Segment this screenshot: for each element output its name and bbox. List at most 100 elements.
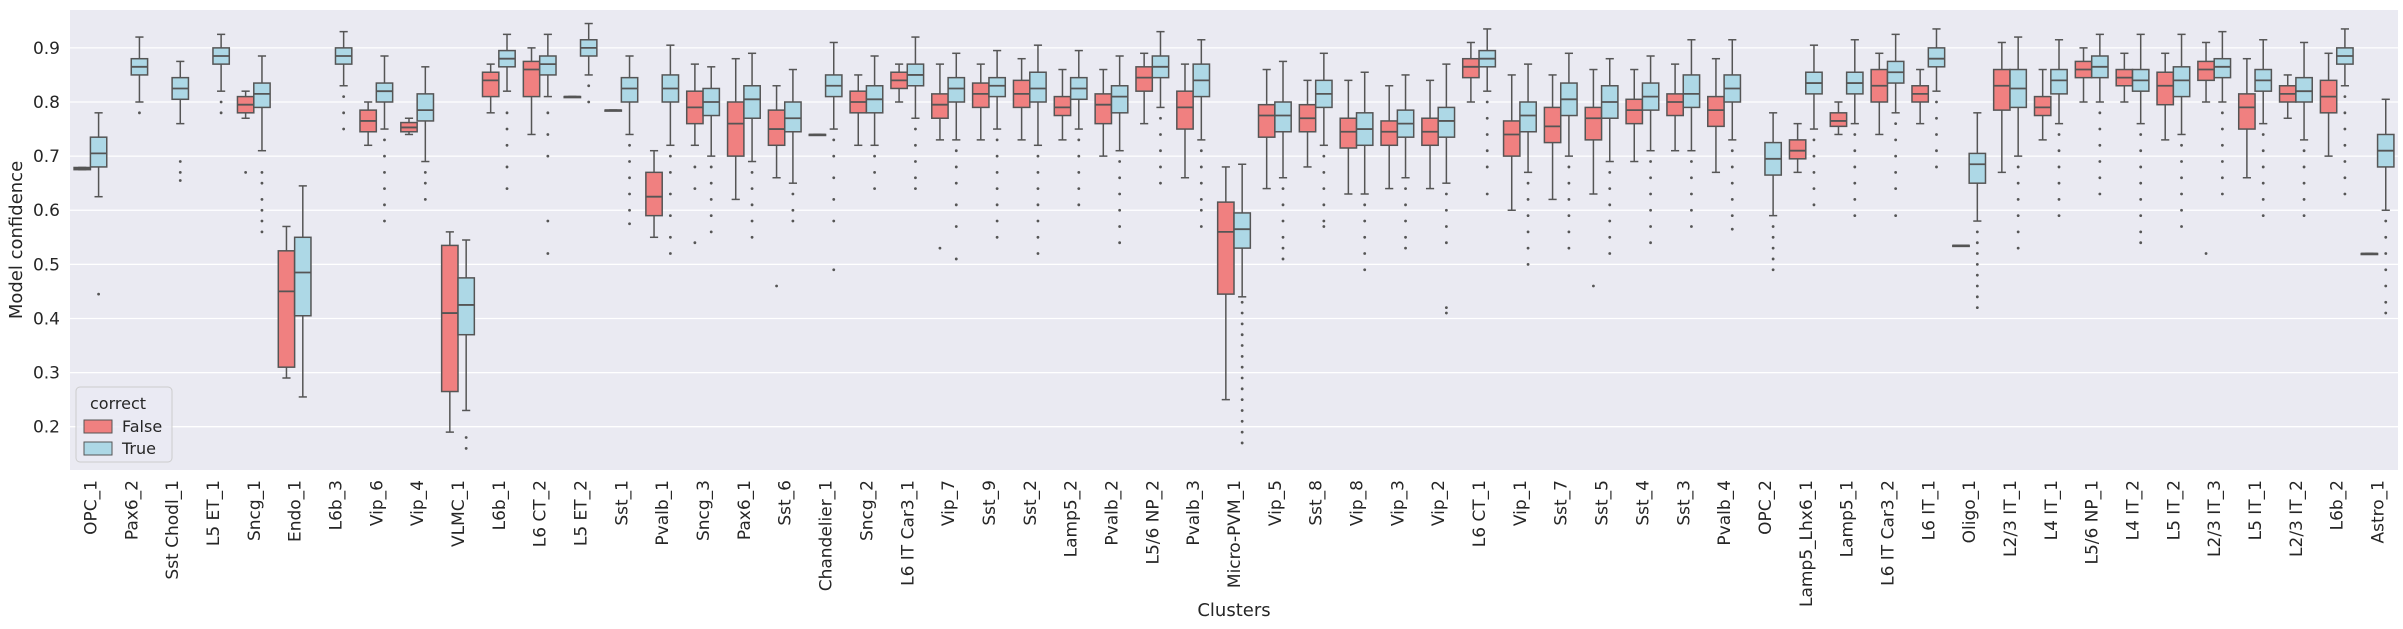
x-tick-label: L5/6 NP_1 [2083, 480, 2103, 565]
outlier-point [2204, 252, 2208, 255]
box-true [498, 33, 516, 190]
outlier-point [1649, 176, 1652, 180]
outlier-point [2384, 268, 2388, 272]
outlier-point [2098, 111, 2102, 115]
outlier-point [1771, 246, 1775, 250]
box-false [2115, 52, 2134, 103]
box-false [931, 63, 949, 250]
box-true [1314, 52, 1333, 228]
outlier-point [1199, 165, 1203, 169]
outlier-point [423, 181, 427, 185]
x-tick-label: Vip_2 [1429, 480, 1449, 526]
box-true [212, 33, 231, 115]
outlier-point [2220, 143, 2224, 147]
box-false [1870, 52, 1889, 136]
outlier-point [954, 203, 958, 207]
outlier-point [2057, 214, 2061, 218]
x-tick-label: Pax6_1 [735, 480, 755, 540]
outlier-point [628, 176, 631, 180]
outlier-point [1526, 214, 1530, 218]
outlier-point [1077, 187, 1081, 190]
box-true [1478, 28, 1497, 196]
x-tick-label: Lamp5_2 [1062, 480, 1082, 557]
outlier-point [1608, 187, 1612, 190]
box-body [1625, 98, 1644, 125]
outlier-point [2384, 284, 2388, 288]
outlier-point [2384, 252, 2388, 255]
outlier-point [1975, 273, 1979, 277]
outlier-point [1322, 203, 1326, 207]
box-body [416, 93, 435, 122]
box-true [375, 55, 394, 223]
outlier-point [1363, 252, 1367, 255]
box-false [2319, 52, 2338, 157]
box-body [375, 82, 394, 103]
y-tick-label: 0.6 [33, 201, 60, 221]
outlier-point [383, 138, 386, 142]
outlier-point [1771, 257, 1775, 261]
outlier-point [1036, 252, 1040, 255]
y-tick-label: 0.4 [33, 309, 60, 329]
x-tick-label: Vip_8 [1348, 480, 1368, 526]
outlier-point [1444, 225, 1448, 228]
x-tick-label: Sst_1 [612, 480, 632, 526]
x-tick-label: Sst_6 [776, 480, 796, 526]
outlier-point [1281, 187, 1285, 190]
box-false [481, 63, 500, 114]
outlier-point [1159, 181, 1162, 185]
outlier-point [914, 187, 917, 190]
outlier-point [505, 111, 509, 115]
outlier-point [709, 230, 713, 234]
box-false [808, 133, 827, 137]
outlier-point [2139, 230, 2143, 234]
outlier-point [546, 219, 550, 223]
x-tick-label: L6 CT_2 [531, 480, 551, 547]
x-tick-label: Vip_6 [367, 480, 387, 526]
outlier-point [1363, 219, 1367, 223]
outlier-point [1649, 225, 1652, 228]
box-body [538, 55, 557, 76]
box-true [620, 55, 639, 226]
box-true [1233, 163, 1252, 445]
outlier-point [750, 187, 754, 190]
x-tick-label: L5 IT_1 [2246, 480, 2266, 540]
box-false [2360, 252, 2379, 256]
outlier-point [1812, 170, 1816, 174]
box-false [1666, 63, 1685, 152]
outlier-point [219, 111, 223, 115]
outlier-point [1690, 225, 1693, 228]
box-body [620, 76, 639, 103]
box-body [2172, 66, 2191, 98]
outlier-point [2139, 181, 2143, 185]
box-false [1543, 74, 1562, 201]
x-tick-label: L2/3 IT_2 [2287, 480, 2307, 557]
outlier-point [1526, 230, 1530, 234]
box-true [1355, 71, 1374, 272]
outlier-point [1240, 409, 1244, 412]
outlier-point [2057, 165, 2061, 169]
box-false [1952, 244, 1970, 248]
box-true [130, 36, 149, 115]
box-true [1886, 33, 1905, 218]
outlier-point [546, 111, 550, 115]
box-true [1968, 112, 1987, 310]
box-body [1992, 68, 2011, 111]
box-true [1151, 30, 1170, 185]
outlier-point [1894, 187, 1898, 190]
x-tick-label: L5 ET_2 [572, 480, 592, 546]
box-false [890, 63, 909, 103]
x-tick-label: L6b_1 [490, 480, 510, 530]
outlier-point [1690, 176, 1693, 180]
box-true [293, 185, 312, 398]
x-tick-label: Astro_1 [2369, 480, 2389, 543]
box-body [1829, 112, 1848, 128]
outlier-point [750, 203, 754, 207]
outlier-point [873, 154, 876, 158]
outlier-point [628, 143, 631, 147]
outlier-point [1077, 203, 1081, 207]
x-tick-label: Sst_9 [980, 480, 1000, 526]
box-false [73, 166, 92, 171]
outlier-point [1240, 387, 1244, 391]
outlier-point [1240, 311, 1244, 315]
x-tick-label: Pax6_2 [122, 480, 142, 540]
